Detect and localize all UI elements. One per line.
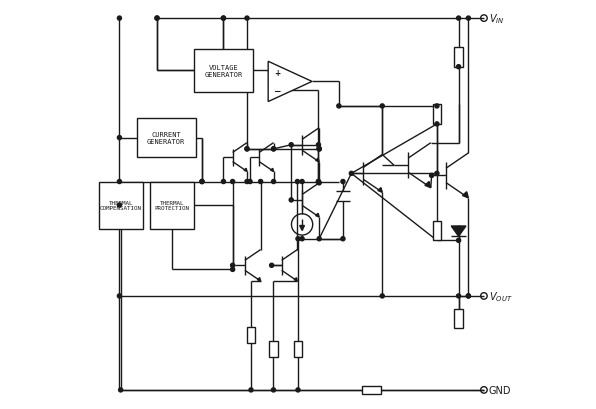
Polygon shape <box>462 192 468 198</box>
Circle shape <box>317 237 321 241</box>
Polygon shape <box>300 226 305 231</box>
Circle shape <box>269 264 274 267</box>
Circle shape <box>117 204 122 207</box>
Circle shape <box>300 180 304 184</box>
Circle shape <box>380 294 384 298</box>
Circle shape <box>117 136 122 140</box>
Text: CURRENT
GENERATOR: CURRENT GENERATOR <box>147 132 185 145</box>
Circle shape <box>435 105 439 109</box>
Polygon shape <box>451 227 466 237</box>
Bar <box>136 119 196 157</box>
Bar <box>269 341 278 357</box>
Circle shape <box>317 181 321 185</box>
Circle shape <box>466 294 470 298</box>
Circle shape <box>245 147 249 151</box>
Circle shape <box>430 174 434 178</box>
Polygon shape <box>316 214 319 218</box>
Circle shape <box>249 388 253 392</box>
Circle shape <box>245 17 249 21</box>
Circle shape <box>155 17 159 21</box>
Bar <box>247 327 255 343</box>
Circle shape <box>248 180 252 184</box>
Circle shape <box>317 147 321 151</box>
Text: THERMAL
COMPENSATION: THERMAL COMPENSATION <box>100 200 142 211</box>
Circle shape <box>457 17 461 21</box>
Circle shape <box>457 239 461 243</box>
Circle shape <box>289 144 293 147</box>
Circle shape <box>296 180 299 184</box>
Polygon shape <box>268 62 312 102</box>
Circle shape <box>466 17 470 21</box>
Circle shape <box>117 180 122 184</box>
Circle shape <box>289 198 293 202</box>
Bar <box>294 341 302 357</box>
Circle shape <box>200 180 204 184</box>
Circle shape <box>259 180 263 184</box>
Bar <box>194 49 253 92</box>
Bar <box>433 105 441 125</box>
Circle shape <box>231 267 235 272</box>
Text: GND: GND <box>489 385 511 395</box>
Circle shape <box>466 294 470 298</box>
Circle shape <box>435 172 439 176</box>
Circle shape <box>272 147 275 151</box>
Circle shape <box>316 180 321 184</box>
Circle shape <box>296 388 300 392</box>
Bar <box>362 386 381 393</box>
Circle shape <box>222 180 225 184</box>
Circle shape <box>231 264 235 267</box>
Circle shape <box>221 17 225 21</box>
Circle shape <box>341 237 345 241</box>
Circle shape <box>316 144 321 147</box>
Circle shape <box>380 105 384 109</box>
Polygon shape <box>378 188 382 193</box>
Circle shape <box>457 65 461 70</box>
Circle shape <box>200 180 204 184</box>
Circle shape <box>300 237 304 241</box>
Circle shape <box>245 180 249 184</box>
Circle shape <box>337 105 341 109</box>
Circle shape <box>341 180 345 184</box>
Circle shape <box>117 17 122 21</box>
Text: +: + <box>274 69 280 78</box>
Circle shape <box>435 123 439 127</box>
Polygon shape <box>425 182 431 188</box>
Circle shape <box>457 294 461 298</box>
Polygon shape <box>271 169 274 172</box>
Text: THERMAL
PROTECTION: THERMAL PROTECTION <box>154 200 190 211</box>
Bar <box>433 221 441 241</box>
Text: $V_{OUT}$: $V_{OUT}$ <box>489 289 513 303</box>
Bar <box>150 182 194 229</box>
Text: −: − <box>274 87 281 96</box>
Polygon shape <box>257 278 260 281</box>
Circle shape <box>296 237 300 241</box>
Bar <box>455 309 462 328</box>
Text: $V_{IN}$: $V_{IN}$ <box>489 12 504 26</box>
Circle shape <box>245 147 249 151</box>
Circle shape <box>155 17 159 21</box>
Circle shape <box>317 147 321 151</box>
Circle shape <box>119 388 123 392</box>
Text: VOLTAGE
GENERATOR: VOLTAGE GENERATOR <box>204 65 243 77</box>
Circle shape <box>221 17 225 21</box>
Polygon shape <box>294 278 297 281</box>
Circle shape <box>272 147 275 151</box>
Polygon shape <box>244 169 247 172</box>
Circle shape <box>117 294 122 298</box>
Circle shape <box>349 172 353 176</box>
Polygon shape <box>316 159 319 162</box>
Circle shape <box>272 180 275 184</box>
Bar <box>455 48 462 67</box>
Circle shape <box>231 180 235 184</box>
Circle shape <box>317 147 321 151</box>
Circle shape <box>316 180 321 184</box>
Bar <box>98 182 142 229</box>
Circle shape <box>271 388 275 392</box>
